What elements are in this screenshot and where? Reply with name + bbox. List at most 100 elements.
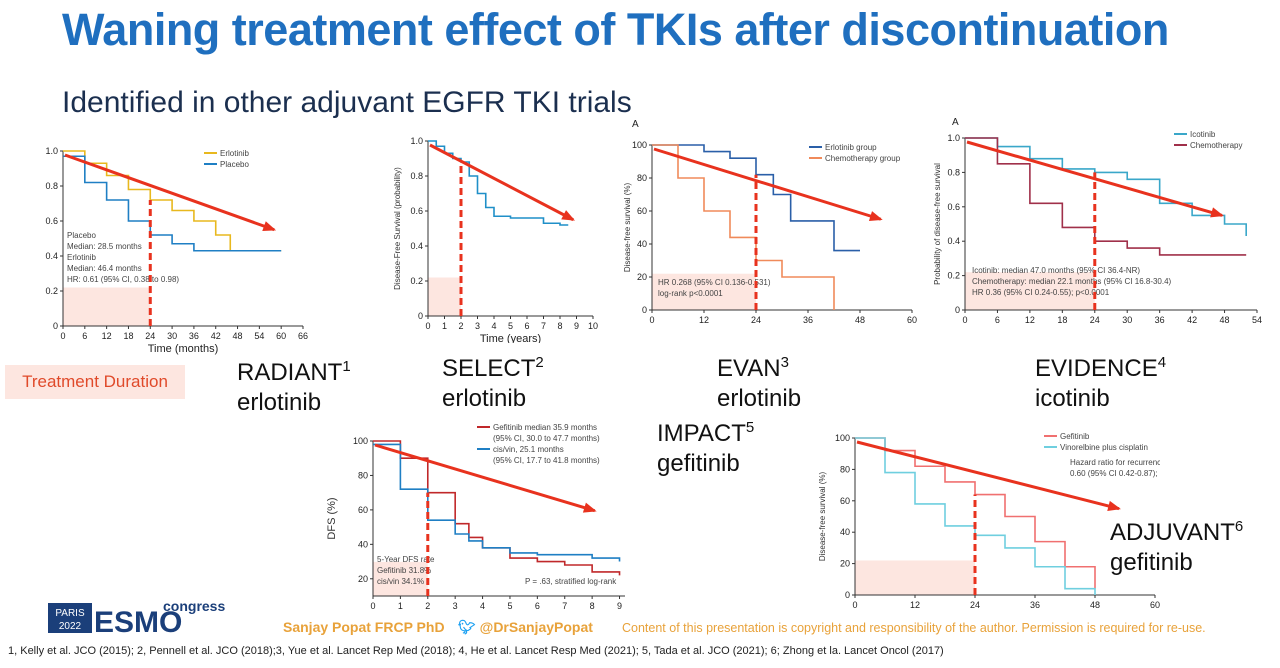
y-axis-label: Disease-free survival (%) <box>818 471 827 561</box>
panel-letter: A <box>632 119 639 130</box>
twitter-icon: 🐦︎ <box>458 619 476 635</box>
chart-adjuvant: 0 12 24 36 48 60 0 20 40 60 80 100 Disease-free surv… <box>815 425 1160 615</box>
chart-select: 0 1 2 3 4 5 6 7 8 9 10 0 0.2 0.4 0.6 0.8 1.0 Time (years)… <box>390 128 605 343</box>
trial-name: EVAN <box>717 355 781 382</box>
y-tick-label: 0 <box>955 305 960 315</box>
x-tick-label: 4 <box>480 601 485 611</box>
esmo-logo: PARIS 2022 ESMO congress <box>48 597 228 639</box>
trial-drug: erlotinib <box>717 385 802 412</box>
x-tick-label: 0 <box>852 600 857 610</box>
x-tick-label: 9 <box>617 601 622 611</box>
trial-label-radiant: RADIANT1 erlotinib <box>237 352 351 418</box>
trial-drug: gefitinib <box>1110 549 1193 576</box>
trial-ref: 2 <box>535 354 544 371</box>
x-tick-label: 48 <box>1090 600 1100 610</box>
y-tick-label: 0.6 <box>947 202 960 212</box>
treatment-duration-shade <box>373 561 428 596</box>
trial-label-select: SELECT2 erlotinib <box>442 348 544 414</box>
y-tick-label: 0 <box>418 311 423 321</box>
slide-subtitle: Identified in other adjuvant EGFR TKI tr… <box>62 86 632 119</box>
x-tick-label: 60 <box>1150 600 1160 610</box>
x-tick-label: 6 <box>524 321 529 331</box>
evidence-km-plot: 0 6 12 18 24 30 36 42 48 54 0 0.2 0.4 0.6 0.8 1.0 Probab… <box>933 117 1262 325</box>
x-tick-label: 3 <box>453 601 458 611</box>
annotation-text: HR 0.268 (95% CI 0.136-0.531) <box>658 278 771 287</box>
trend-arrow-line <box>374 443 596 513</box>
series-line-icotinib <box>965 137 1247 237</box>
y-tick-label: 0 <box>53 321 58 331</box>
y-tick-label: 0.8 <box>45 181 58 191</box>
references: 1, Kelly et al. JCO (2015); 2, Pennell e… <box>8 645 944 657</box>
chart-evidence: 0 6 12 18 24 30 36 42 48 54 0 0.2 0.4 0.6 0.8 1.0 Probab… <box>930 115 1270 335</box>
trend-arrow-head <box>1107 500 1121 512</box>
x-tick-label: 12 <box>102 331 112 341</box>
x-tick-label: 48 <box>1220 315 1230 325</box>
x-tick-label: 0 <box>962 315 967 325</box>
x-tick-label: 5 <box>508 321 513 331</box>
y-tick-label: 80 <box>840 464 850 474</box>
chart-evan: 0 12 24 36 48 60 0 20 40 60 80 100 Disease-free surv… <box>620 115 920 335</box>
x-tick-label: 24 <box>970 600 980 610</box>
x-tick-label: 66 <box>298 331 308 341</box>
series-line-erlotinib <box>63 150 282 252</box>
x-tick-label: 6 <box>82 331 87 341</box>
twitter-handle: 🐦︎ @DrSanjayPopat <box>458 619 593 636</box>
y-tick-label: 0.4 <box>45 251 58 261</box>
series-line-chemotherapy <box>965 137 1247 256</box>
select-km-plot: 0 1 2 3 4 5 6 7 8 9 10 0 0.2 0.4 0.6 0.8 1.0 Time (years)… <box>393 136 598 343</box>
x-tick-label: 36 <box>189 331 199 341</box>
x-tick-label: 36 <box>1030 600 1040 610</box>
y-tick-label: 60 <box>840 496 850 506</box>
x-tick-label: 54 <box>254 331 264 341</box>
legend-entry: Gefitinib <box>1060 432 1090 441</box>
x-tick-label: 9 <box>574 321 579 331</box>
x-tick-label: 18 <box>123 331 133 341</box>
trial-label-evan: EVAN3 erlotinib <box>717 348 801 414</box>
x-tick-label: 1 <box>398 601 403 611</box>
y-tick-label: 100 <box>353 436 368 446</box>
legend-entry: cis/vin, 25.1 months <box>493 445 564 454</box>
treatment-duration-legend: Treatment Duration <box>5 365 185 399</box>
x-tick-label: 54 <box>1252 315 1262 325</box>
slide-title: Waning treatment effect of TKIs after di… <box>62 4 1169 55</box>
y-tick-label: 40 <box>637 239 647 249</box>
trial-ref: 3 <box>780 354 789 371</box>
legend-entry: Icotinib <box>1190 130 1216 139</box>
annotation-text: Erlotinib <box>67 253 96 262</box>
annotation-text: cis/vin 34.1% <box>377 577 424 586</box>
series-line-gefitinib <box>855 437 1096 589</box>
trial-name: EVIDENCE <box>1035 355 1158 382</box>
x-tick-label: 0 <box>649 315 654 325</box>
logo-year: 2022 <box>59 621 82 632</box>
x-tick-label: 42 <box>1187 315 1197 325</box>
chart-impact: 0 1 2 3 4 5 6 7 8 9 20 40 60 80 100 DFS (%) Gefitinib me… <box>325 418 645 623</box>
x-tick-label: 1 <box>442 321 447 331</box>
y-tick-label: 0.2 <box>410 276 423 286</box>
y-tick-label: 100 <box>632 140 647 150</box>
y-tick-label: 1.0 <box>410 136 423 146</box>
annotation-text: Icotinib: median 47.0 months (95% CI 36.… <box>972 266 1140 275</box>
y-tick-label: 0.8 <box>947 167 960 177</box>
author-name: Sanjay Popat FRCP PhD <box>283 619 445 635</box>
trial-drug: erlotinib <box>237 389 322 416</box>
y-tick-label: 80 <box>637 173 647 183</box>
x-tick-label: 6 <box>535 601 540 611</box>
x-tick-label: 18 <box>1057 315 1067 325</box>
y-tick-label: 0.4 <box>947 236 960 246</box>
legend-entry: Erlotinib <box>220 149 249 158</box>
y-tick-label: 80 <box>358 470 368 480</box>
trend-arrow-line <box>64 153 275 232</box>
logo-brand: ESMO <box>94 606 182 637</box>
legend-entry: Vinorelbine plus cisplatin <box>1060 443 1148 452</box>
legend-entry: (95% CI, 17.7 to 41.8 months) <box>493 456 600 465</box>
y-tick-label: 0 <box>845 590 850 600</box>
logo-suffix: congress <box>163 598 225 614</box>
annotation-text: Median: 46.4 months <box>67 264 142 273</box>
x-tick-label: 2 <box>425 601 430 611</box>
series-line-chemotherapy-group <box>652 144 835 310</box>
x-tick-label: 42 <box>211 331 221 341</box>
treatment-duration-shade <box>63 287 151 326</box>
trend-arrow-line <box>429 143 574 222</box>
trial-label-evidence: EVIDENCE4 icotinib <box>1035 348 1166 414</box>
x-tick-label: 3 <box>475 321 480 331</box>
